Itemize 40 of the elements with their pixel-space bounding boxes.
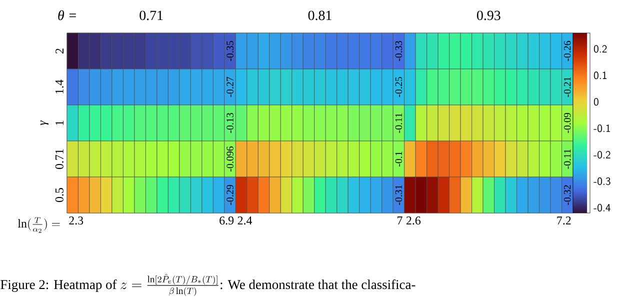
text: θ =: [58, 10, 76, 20]
color-bar-label: -0.2: [594, 150, 610, 159]
y-tick-label: 0.71: [55, 149, 64, 170]
color-bar-label: 0: [594, 98, 598, 106]
x-tick-label: 7.2: [557, 216, 571, 225]
y-axis-title: γ: [40, 120, 49, 126]
data-label: -0.31: [395, 185, 402, 205]
data-label: -0.25: [395, 77, 402, 97]
x-tick-label: 2.3: [69, 216, 84, 225]
data-label: -0.29: [226, 185, 234, 205]
data-label: -0.11: [564, 149, 571, 169]
data-label: -0.27: [226, 76, 234, 97]
y-tick-label: 1: [56, 120, 64, 125]
x-tick-label: 2.6: [406, 216, 421, 225]
data-label: -0.33: [395, 41, 402, 61]
data-label: -0.13: [226, 113, 234, 133]
color-bar-label: 0.2: [594, 45, 607, 53]
x-axis-title: $\ln(\frac{T}{\alpha_2}) =$: [18, 217, 60, 233]
data-label: -0.1: [395, 152, 402, 167]
y-tick-label: 2: [56, 48, 64, 54]
data-label: -0.26: [564, 40, 571, 61]
text: 0.81: [308, 10, 332, 20]
data-label: -0.09: [564, 113, 571, 133]
x-tick-label: 7: [398, 216, 402, 224]
data-label: -0.096: [226, 146, 234, 172]
color-bar-label: -0.4: [594, 204, 611, 212]
data-label: -0.35: [226, 41, 234, 61]
x-tick-label: 2.4: [238, 216, 252, 225]
color-bar-label: -0.3: [594, 177, 610, 186]
data-label: -0.11: [395, 113, 402, 133]
text: 0.93: [476, 10, 500, 20]
y-tick-label: 1.4: [55, 80, 64, 94]
y-tick-label: 0.5: [55, 188, 64, 202]
data-label: -0.32: [564, 185, 571, 205]
x-tick-label: 6.9: [220, 216, 234, 225]
color-bar-label: 0.1: [594, 72, 606, 80]
text: $\text{Figure 2: Heatmap of } z = \frac{\ln[2\hat{P}_e(T)/B_*(T)]}{\beta\ln(T)}\text{: We demonstrate that the classifica-}$: [0, 274, 416, 296]
text: 0.71: [140, 10, 163, 20]
color-bar-label: -0.1: [594, 124, 610, 132]
data-label: -0.21: [564, 77, 571, 97]
